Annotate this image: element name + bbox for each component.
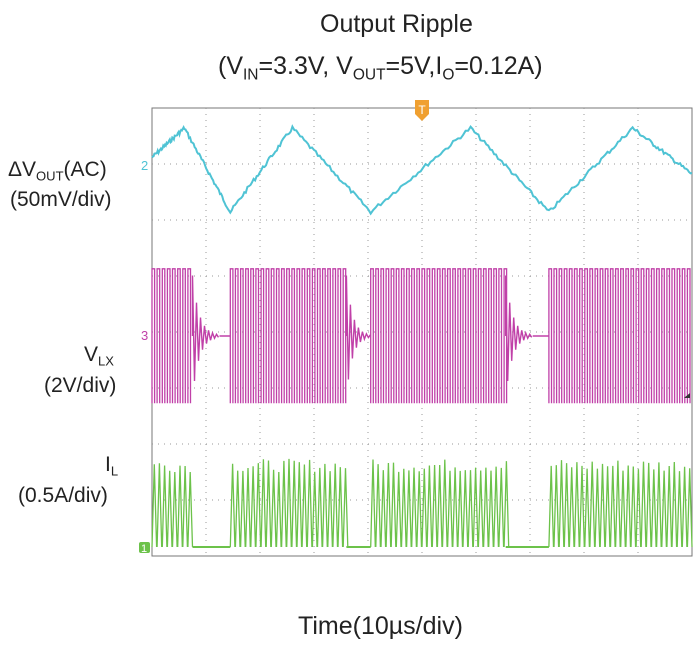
subtitle-part: =3.3V, V [258, 52, 353, 80]
channel-label-il: IL [105, 453, 119, 479]
chart-title: Output Ripple [320, 10, 473, 38]
trigger-marker-label: T [418, 103, 426, 117]
channel-scale-il: (0.5A/div) [18, 484, 108, 507]
trigger-level-marker [684, 393, 690, 398]
label-sub: OUT [36, 168, 64, 184]
label-text: V [84, 343, 99, 366]
subtitle-sub: IN [243, 66, 259, 84]
subtitle-part: (V [218, 52, 243, 80]
trigger-marker [415, 100, 429, 121]
series-vout-ripple [151, 124, 693, 216]
channel-marker-3: 3 [141, 328, 148, 343]
label-sub: LX [98, 353, 114, 369]
subtitle-part: =5V,I [385, 52, 443, 80]
channel-label-vout: ΔVOUT(AC) [8, 158, 107, 184]
series-vlx-ringing [191, 275, 220, 382]
channel-marker-2: 2 [141, 158, 148, 173]
subtitle-sub: OUT [352, 66, 386, 84]
series-vlx-ringing [505, 275, 533, 382]
label-text: (AC) [63, 158, 107, 181]
subtitle-sub: O [442, 66, 455, 84]
series-il-current [151, 458, 693, 548]
channel-label-vlx: VLX [84, 343, 114, 369]
channel-marker-1-badge [139, 542, 150, 553]
chart-subtitle: (VIN=3.3V, VOUT=5V,IO=0.12A) [218, 52, 543, 84]
series-vlx-switching [151, 268, 691, 404]
channel-scale-vout: (50mV/div) [10, 188, 112, 211]
label-sub: L [110, 463, 119, 479]
channel-marker-1: 1 [141, 543, 147, 555]
subtitle-part: =0.12A) [454, 52, 543, 80]
channel-scale-vlx: (2V/div) [44, 374, 117, 397]
series-vlx-ringing [345, 275, 371, 380]
label-text: ΔV [8, 158, 37, 181]
x-axis-label: Time(10µs/div) [298, 612, 463, 640]
label-text: I [105, 453, 111, 476]
